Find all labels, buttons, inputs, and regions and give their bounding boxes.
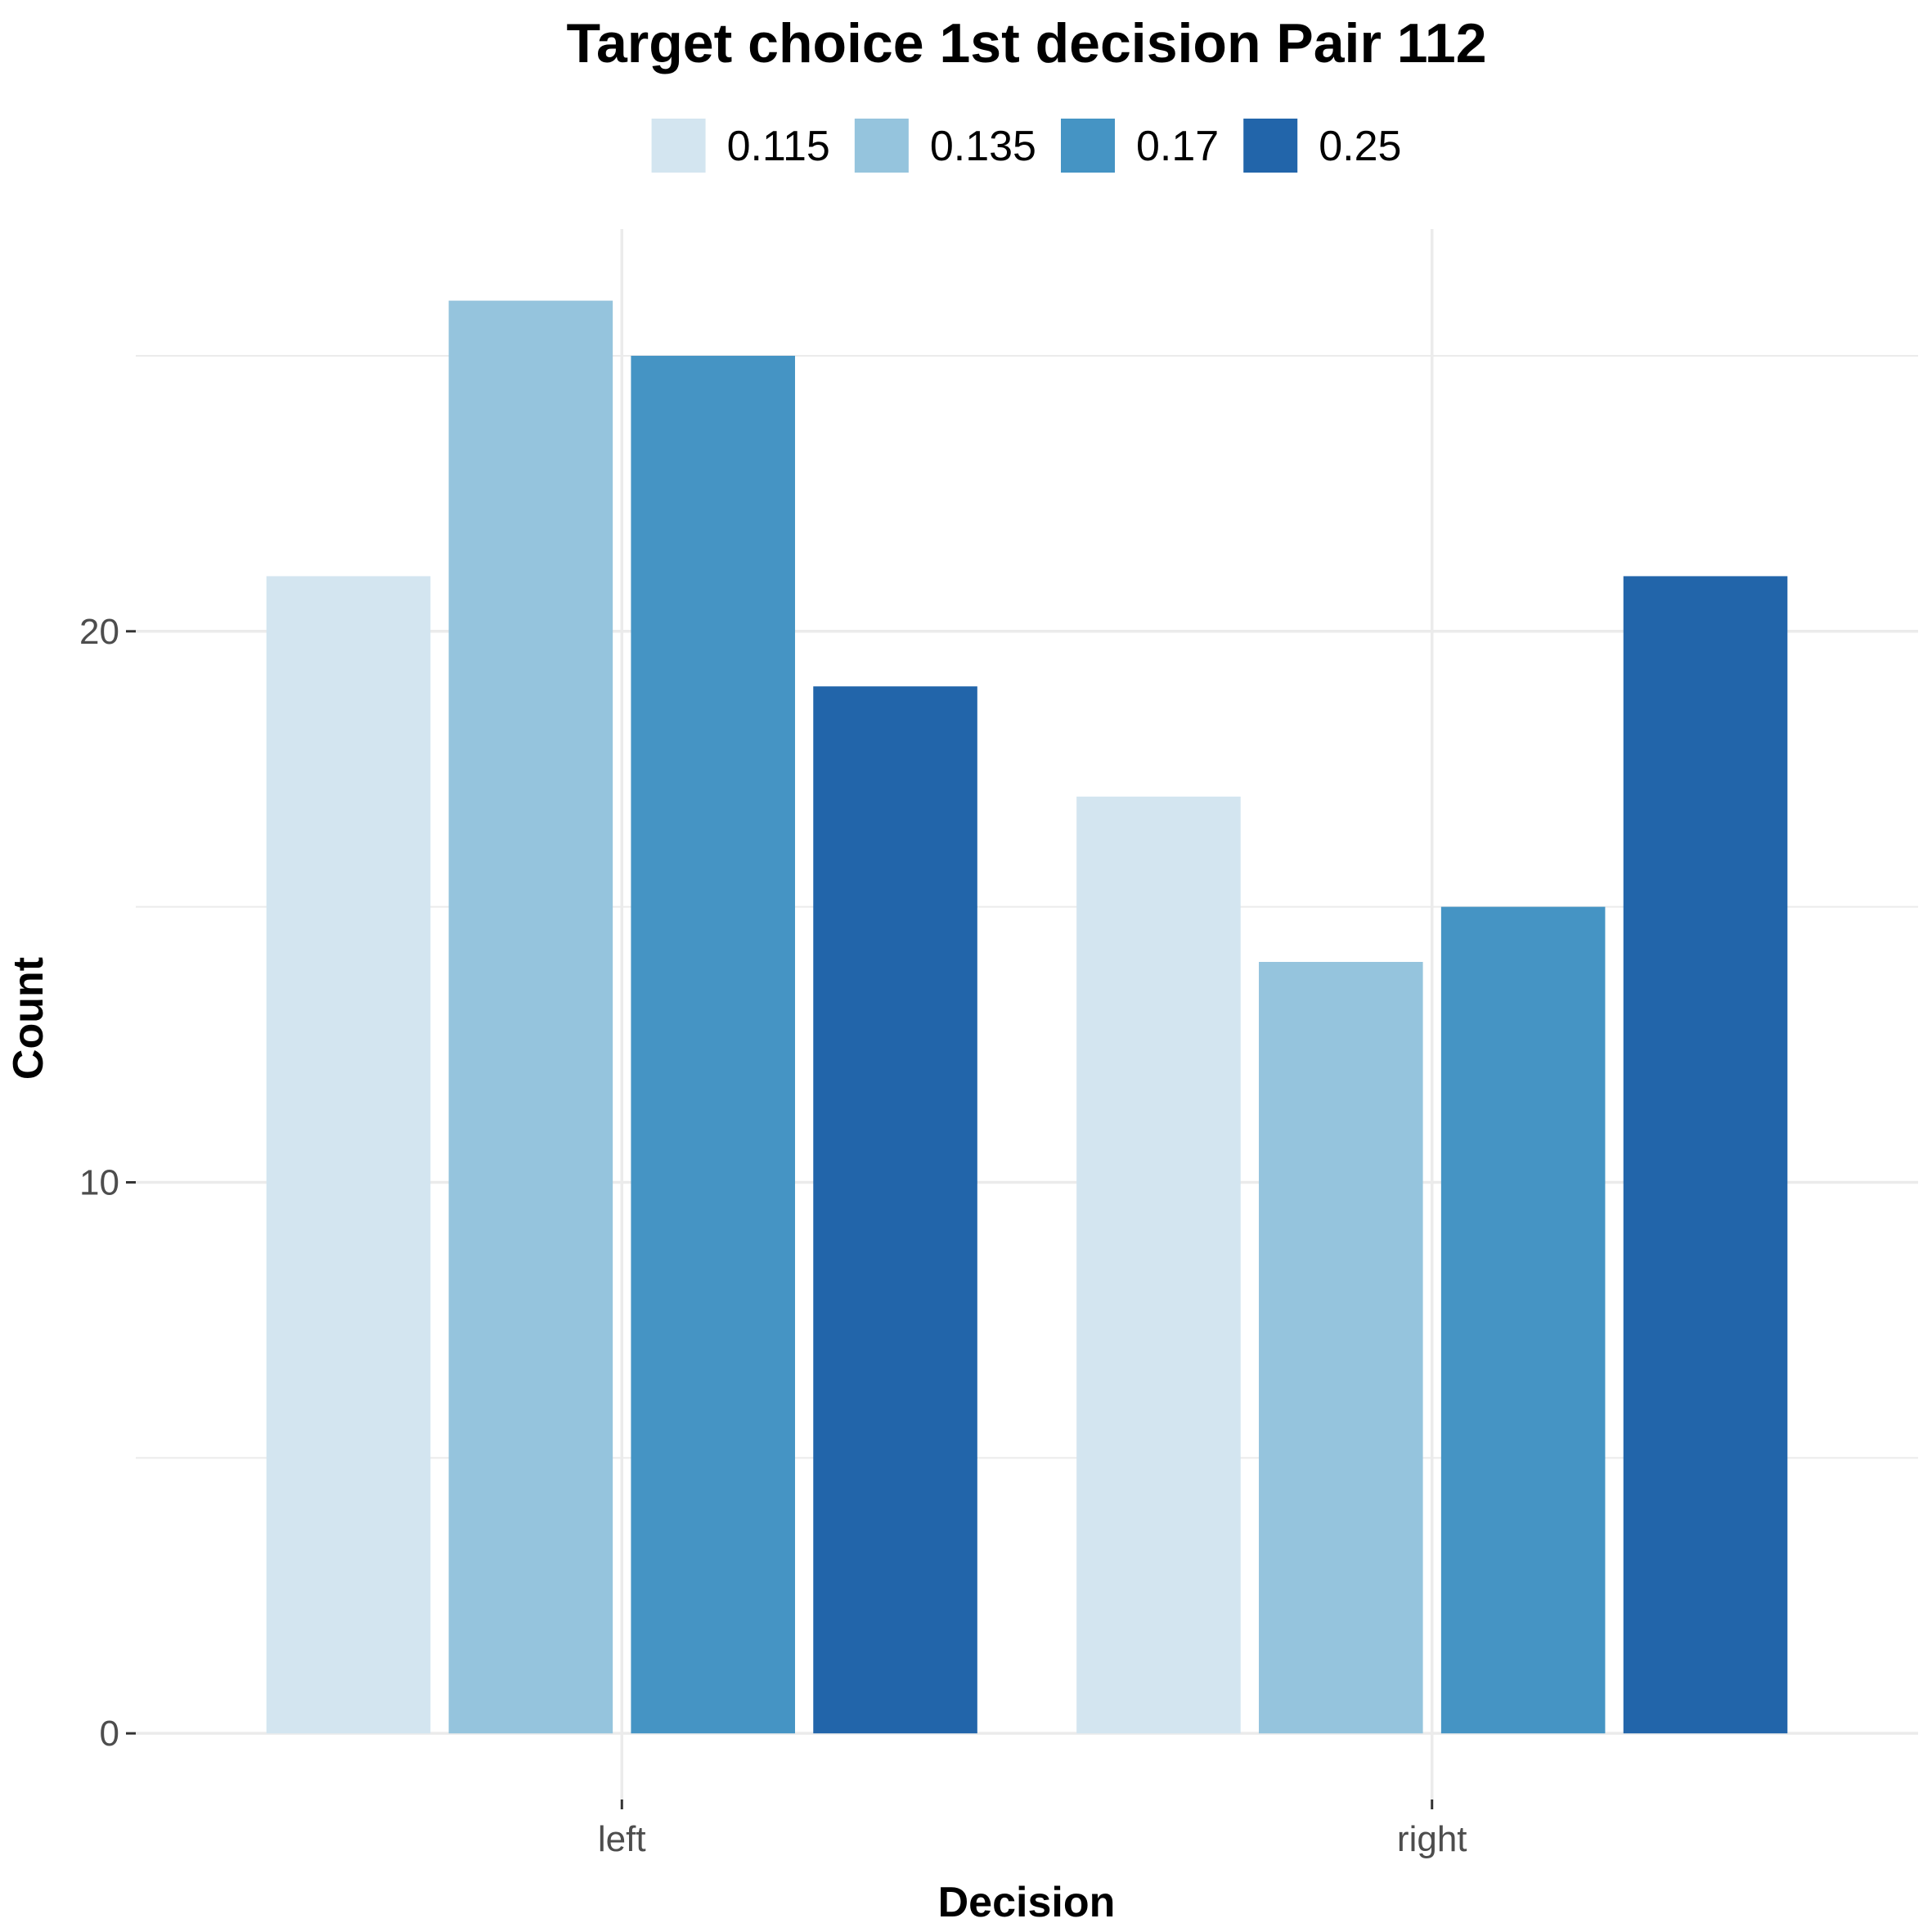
bar-right-0.17	[1440, 906, 1606, 1734]
legend-swatch-0.115	[651, 119, 706, 173]
legend-label: 0.17	[1136, 123, 1219, 170]
y-tick-label: 20	[79, 612, 119, 652]
y-tick-label: 0	[100, 1714, 119, 1754]
legend-swatch-0.135	[854, 119, 909, 173]
y-tick-label: 10	[79, 1162, 119, 1202]
y-axis-title: Count	[5, 957, 52, 1080]
legend-label: 0.25	[1319, 123, 1401, 170]
chart-title: Target choice 1st decision Pair 112	[566, 12, 1486, 74]
axis-layer: 0 10 20 left right	[79, 612, 1467, 1859]
legend: 0.115 0.135 0.17 0.25	[651, 119, 1401, 173]
bar-left-0.17	[631, 355, 795, 1734]
bar-right-0.135	[1259, 962, 1423, 1734]
bars-layer	[266, 300, 1788, 1734]
bar-left-0.115	[266, 576, 431, 1734]
legend-label: 0.115	[727, 123, 830, 170]
legend-label: 0.135	[930, 123, 1036, 170]
legend-swatch-0.25	[1243, 119, 1298, 173]
legend-swatch-0.17	[1060, 119, 1115, 173]
bar-left-0.25	[813, 686, 977, 1734]
bar-left-0.135	[448, 300, 613, 1734]
grid-layer	[136, 229, 1918, 1799]
x-axis-title: Decision	[938, 1879, 1116, 1926]
bar-right-0.115	[1076, 796, 1241, 1734]
bar-right-0.25	[1623, 576, 1788, 1734]
x-tick-label: right	[1397, 1819, 1467, 1859]
x-tick-label: left	[598, 1819, 646, 1859]
